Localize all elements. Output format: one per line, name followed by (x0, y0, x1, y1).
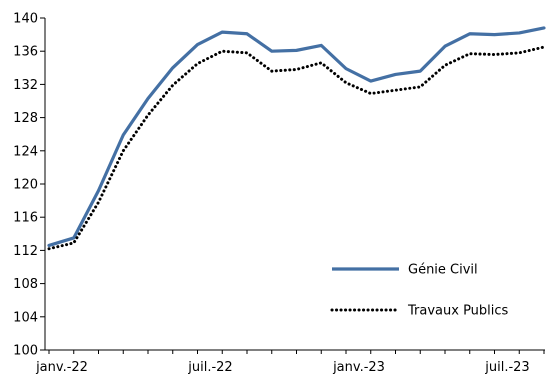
y-tick-label: 128 (13, 111, 38, 126)
series-layer (47, 26, 546, 251)
y-tick-label: 136 (13, 45, 38, 60)
plot-area: 100 104 108 112 116 120 124 128 132 136 140 janv.-… (13, 12, 546, 375)
y-tick-label: 132 (13, 78, 38, 93)
y-axis: 100 104 108 112 116 120 124 128 132 136 140 (13, 12, 46, 359)
x-tick-label: juil.-22 (187, 360, 232, 375)
x-tick-label: juil.-23 (484, 360, 529, 375)
series-line-travaux-publics (47, 45, 546, 251)
x-axis: janv.-22 juil.-22 janv.-23 juil.-23 (35, 349, 545, 375)
legend-label-travaux-publics: Travaux Publics (407, 304, 509, 319)
y-tick-label: 116 (13, 211, 38, 226)
x-tick-label: janv.-23 (332, 360, 385, 375)
legend: Génie Civil Travaux Publics (330, 263, 509, 319)
y-tick-label: 140 (13, 12, 38, 27)
y-tick-label: 108 (13, 277, 38, 292)
y-tick-label: 120 (13, 178, 38, 193)
series-line-genie-civil (47, 26, 546, 248)
y-tick-label: 124 (13, 144, 38, 159)
x-tick-label: janv.-22 (35, 360, 88, 375)
y-tick-label: 112 (13, 244, 38, 259)
y-tick-label: 100 (13, 344, 38, 359)
y-tick-label: 104 (13, 310, 38, 325)
legend-label-genie-civil: Génie Civil (408, 263, 478, 278)
